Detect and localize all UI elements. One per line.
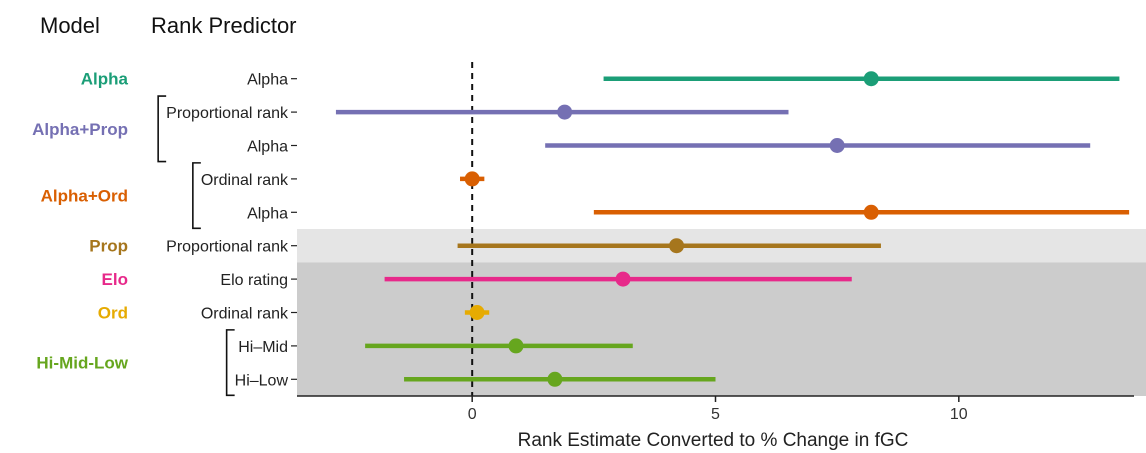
predictor-label-elo-elo-rating: Elo rating [220,272,288,289]
bracket-hi-mid-low [225,329,235,397]
estimate-point-alpha-ord-alpha [863,204,879,220]
model-labels: Alpha Alpha+Prop Alpha+Ord Prop Elo Ord Hi-Mid… [32,70,129,373]
model-label-alpha: Alpha [81,70,129,89]
x-axis: 0 5 10 [297,395,1134,423]
predictor-label-alpha-prop-proportional-rank: Proportional rank [166,105,289,122]
estimate-point-hi-mid-low-hi-mid [508,338,524,354]
predictor-label-ord-ordinal-rank: Ordinal rank [201,306,289,323]
x-tick-label-10: 10 [950,406,968,423]
model-label-alpha-prop: Alpha+Prop [32,120,128,139]
estimate-point-alpha-ord-ordinal-rank [464,171,480,187]
rank-predictor-column-header: Rank Predictor [151,13,297,38]
predictor-label-prop-proportional-rank: Proportional rank [166,239,289,256]
predictor-label-hi-mid-low-hi-low: Hi–Low [235,372,289,389]
model-brackets [157,95,235,397]
estimate-point-elo-elo-rating [615,271,631,287]
estimate-point-prop-proportional-rank [669,238,685,254]
bracket-alpha-ord [192,162,201,230]
x-tick-label-5: 5 [711,406,720,423]
x-axis-title: Rank Estimate Converted to % Change in f… [518,430,909,451]
estimate-point-ord-ordinal-rank [469,305,485,320]
predictor-label-alpha-ord-ordinal-rank: Ordinal rank [201,172,289,189]
model-label-ord: Ord [98,304,128,323]
predictor-label-alpha-ord-alpha: Alpha [247,205,288,222]
shaded-regions [297,229,1146,396]
model-label-prop: Prop [89,237,128,256]
predictor-label-alpha-prop-alpha: Alpha [247,139,288,156]
estimate-point-alpha-prop-alpha [829,138,845,153]
bracket-alpha-prop [157,95,167,163]
model-column-header: Model [40,13,100,38]
shade-band-2 [297,262,1146,396]
predictor-label-hi-mid-low-hi-mid: Hi–Mid [238,339,288,356]
model-label-elo: Elo [102,270,128,289]
point-estimates [464,71,879,387]
model-label-hi-mid-low: Hi-Mid-Low [36,354,128,373]
x-tick-label-0: 0 [468,406,477,423]
model-label-alpha-ord: Alpha+Ord [41,187,128,206]
estimate-point-alpha-prop-proportional-rank [557,104,573,120]
predictor-labels: Alpha Proportional rank Alpha Ordinal rank A… [166,72,297,389]
estimate-point-alpha-alpha [863,71,879,87]
predictor-label-alpha-alpha: Alpha [247,72,288,89]
estimate-point-hi-mid-low-hi-low [547,371,563,387]
